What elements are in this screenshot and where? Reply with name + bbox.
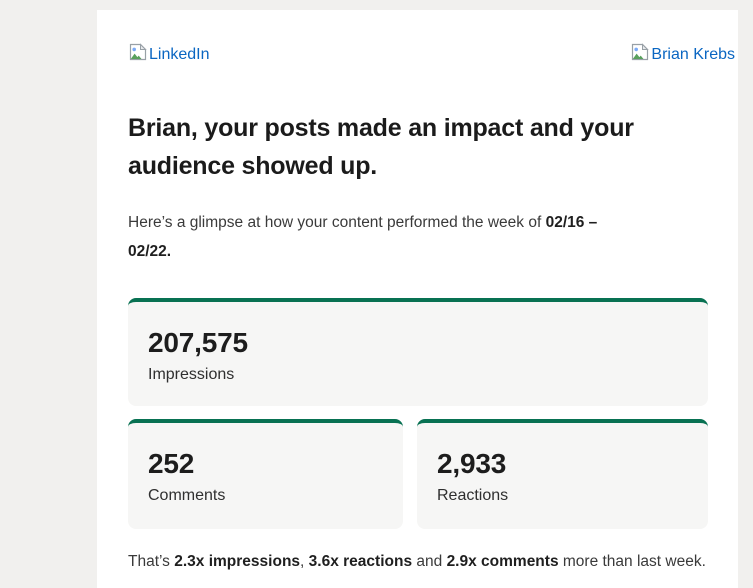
date-range-start: 02/16 –: [545, 214, 598, 231]
date-range-end: 02/22.: [128, 243, 172, 260]
impressions-stat-card: 207,575 Impressions: [128, 298, 708, 406]
broken-image-icon: [128, 42, 148, 67]
comments-stat-card: 252 Comments: [128, 419, 403, 529]
summary-separator: and: [412, 553, 447, 570]
summary-paragraph: That’s 2.3x impressions, 3.6x reactions …: [128, 548, 708, 576]
linkedin-logo-link[interactable]: LinkedIn: [128, 42, 210, 67]
comments-label: Comments: [148, 487, 226, 504]
email-headline: Brian, your posts made an impact and you…: [128, 114, 634, 180]
broken-image-icon: [630, 42, 650, 67]
summary-reactions-multiplier: 3.6x reactions: [308, 553, 413, 570]
intro-paragraph: Here’s a glimpse at how your content per…: [128, 208, 708, 266]
email-body-card: LinkedIn Brian Krebs Brian, your posts m…: [97, 10, 738, 588]
linkedin-logo-alt-text: LinkedIn: [149, 45, 210, 63]
summary-separator: ,: [300, 553, 309, 570]
summary-impressions-multiplier: 2.3x impressions: [174, 553, 301, 570]
summary-lead: That’s: [128, 553, 175, 570]
impressions-value: 207,575: [148, 327, 248, 358]
intro-lead-text: Here’s a glimpse at how your content per…: [128, 214, 546, 231]
email-header-row: LinkedIn Brian Krebs: [97, 42, 738, 63]
profile-link[interactable]: Brian Krebs: [630, 42, 735, 67]
reactions-value: 2,933: [437, 448, 507, 479]
reactions-label: Reactions: [437, 487, 509, 504]
profile-alt-text: Brian Krebs: [651, 45, 735, 63]
impressions-label: Impressions: [148, 366, 235, 383]
secondary-stats-row: 252 Comments 2,933 Reactions: [128, 419, 708, 529]
comments-value: 252: [148, 448, 195, 479]
reactions-stat-card: 2,933 Reactions: [417, 419, 708, 529]
summary-tail: more than last week.: [558, 553, 706, 570]
summary-comments-multiplier: 2.9x comments: [446, 553, 559, 570]
